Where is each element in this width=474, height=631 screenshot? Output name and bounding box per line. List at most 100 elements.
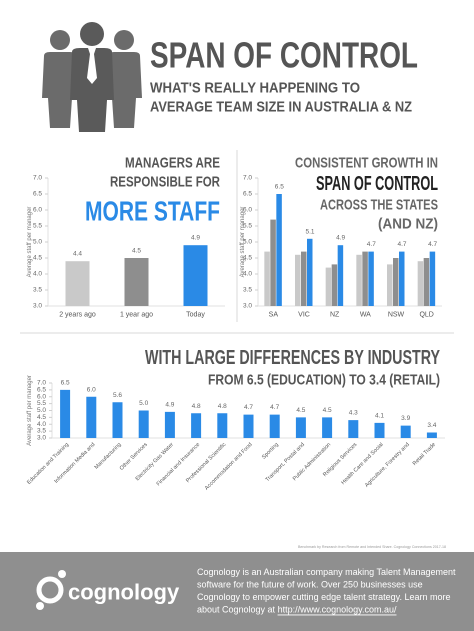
heading: (AND NZ) <box>378 216 438 233</box>
footer-text-part: software for the future of work. Over 25… <box>197 580 423 590</box>
x-tick-label: NZ <box>330 312 340 319</box>
x-tick-label: 1 year ago <box>120 312 153 319</box>
bar <box>426 432 437 438</box>
value-label: 4.7 <box>367 241 376 248</box>
footer-text: Cognology is an Australian company makin… <box>197 567 456 577</box>
heading: CONSISTENT GROWTH IN <box>295 155 438 172</box>
y-tick-label: 6.0 <box>33 207 42 214</box>
heading: SPAN OF CONTROL <box>150 35 418 76</box>
bar <box>191 413 202 438</box>
y-tick-label: 4.0 <box>243 271 252 278</box>
footer-text: software for the future of work. Over 25… <box>197 580 423 590</box>
y-tick-label: 4.5 <box>243 255 252 262</box>
bar <box>217 413 228 438</box>
x-tick-label: 2 years ago <box>59 312 96 319</box>
y-tick-label: 4.5 <box>37 414 46 421</box>
heading: WHAT'S REALLY HAPPENING TO <box>150 80 360 97</box>
heading: AVERAGE TEAM SIZE IN AUSTRALIA & NZ <box>150 99 412 116</box>
people-icon <box>42 22 142 132</box>
logo-icon <box>36 570 66 610</box>
bar <box>138 410 149 438</box>
value-label: 6.0 <box>87 386 96 393</box>
bar <box>295 254 301 306</box>
value-label: 3.9 <box>401 415 410 422</box>
bar <box>295 417 306 438</box>
y-tick-label: 4.5 <box>33 255 42 262</box>
value-label: 4.9 <box>191 235 200 242</box>
value-label: 4.5 <box>323 407 332 414</box>
footer-link[interactable]: http://www.cognology.com.au/ <box>278 605 397 615</box>
bar <box>423 258 430 306</box>
value-label: 4.7 <box>270 404 279 411</box>
x-tick-label: WA <box>360 312 371 319</box>
value-label: 4.5 <box>132 248 141 255</box>
value-label: 4.3 <box>349 410 358 417</box>
bar <box>400 425 411 438</box>
y-axis-label: Average staff per manager <box>240 207 246 278</box>
value-label: 4.1 <box>375 412 384 419</box>
bar <box>270 219 276 306</box>
bar <box>112 402 123 438</box>
y-tick-label: 6.0 <box>243 207 252 214</box>
bar <box>164 411 175 438</box>
bar <box>368 251 374 306</box>
value-label: 4.5 <box>296 407 305 414</box>
bar <box>60 389 71 438</box>
y-tick-label: 6.5 <box>243 191 252 198</box>
bar <box>264 251 270 306</box>
value-label: 6.5 <box>61 379 70 386</box>
y-tick-label: 6.5 <box>37 386 46 393</box>
y-tick-label: 5.0 <box>37 407 46 414</box>
heading: MORE STAFF <box>85 196 220 227</box>
bar <box>417 261 424 306</box>
y-tick-label: 7.0 <box>37 380 46 387</box>
bar <box>276 194 282 306</box>
bar <box>243 414 254 438</box>
logo-text: cognology <box>68 580 180 605</box>
value-label: 4.7 <box>244 404 253 411</box>
footer-text-part: Cognology to empower cutting edge talent… <box>197 592 450 602</box>
bar <box>325 267 332 306</box>
value-label: 4.9 <box>336 235 345 242</box>
bar <box>387 264 393 306</box>
bar <box>183 245 208 306</box>
y-tick-label: 7.0 <box>243 175 252 182</box>
x-tick-label: QLD <box>419 312 433 319</box>
y-tick-label: 3.0 <box>37 435 46 442</box>
heading: FROM 6.5 (EDUCATION) TO 3.4 (RETAIL) <box>208 372 440 389</box>
value-label: 3.4 <box>427 422 436 429</box>
source-note: Benchmark by Research from Remote and In… <box>298 545 446 549</box>
footer-text-part: Cognology is an Australian company makin… <box>197 567 456 577</box>
bar <box>124 258 149 306</box>
bar <box>65 261 90 306</box>
x-tick-label: NSW <box>388 312 405 319</box>
y-tick-label: 4.0 <box>37 421 46 428</box>
value-label: 4.7 <box>397 241 406 248</box>
y-tick-label: 5.5 <box>33 223 42 230</box>
y-tick-label: 3.0 <box>243 303 252 310</box>
value-label: 4.9 <box>165 401 174 408</box>
y-tick-label: 4.0 <box>33 271 42 278</box>
y-tick-label: 5.0 <box>33 239 42 246</box>
y-tick-label: 3.0 <box>33 303 42 310</box>
bar <box>429 251 436 306</box>
y-axis-label: Average staff per manager <box>27 375 33 446</box>
bar <box>301 251 307 306</box>
y-tick-label: 3.5 <box>243 287 252 294</box>
value-label: 4.8 <box>192 403 201 410</box>
bar <box>399 251 405 306</box>
value-label: 6.5 <box>275 184 284 191</box>
y-tick-label: 7.0 <box>33 175 42 182</box>
value-label: 5.0 <box>139 400 148 407</box>
x-tick-label: Today <box>186 312 205 319</box>
y-tick-label: 3.5 <box>37 428 46 435</box>
bar <box>86 396 97 438</box>
bar <box>374 422 385 438</box>
footer-text-part: about Cognology at <box>197 605 278 615</box>
value-label: 4.4 <box>73 251 82 258</box>
y-tick-label: 5.5 <box>37 400 46 407</box>
bar <box>348 420 359 438</box>
y-axis-label: Average staff per manager <box>27 207 33 278</box>
value-label: 5.1 <box>305 228 314 235</box>
